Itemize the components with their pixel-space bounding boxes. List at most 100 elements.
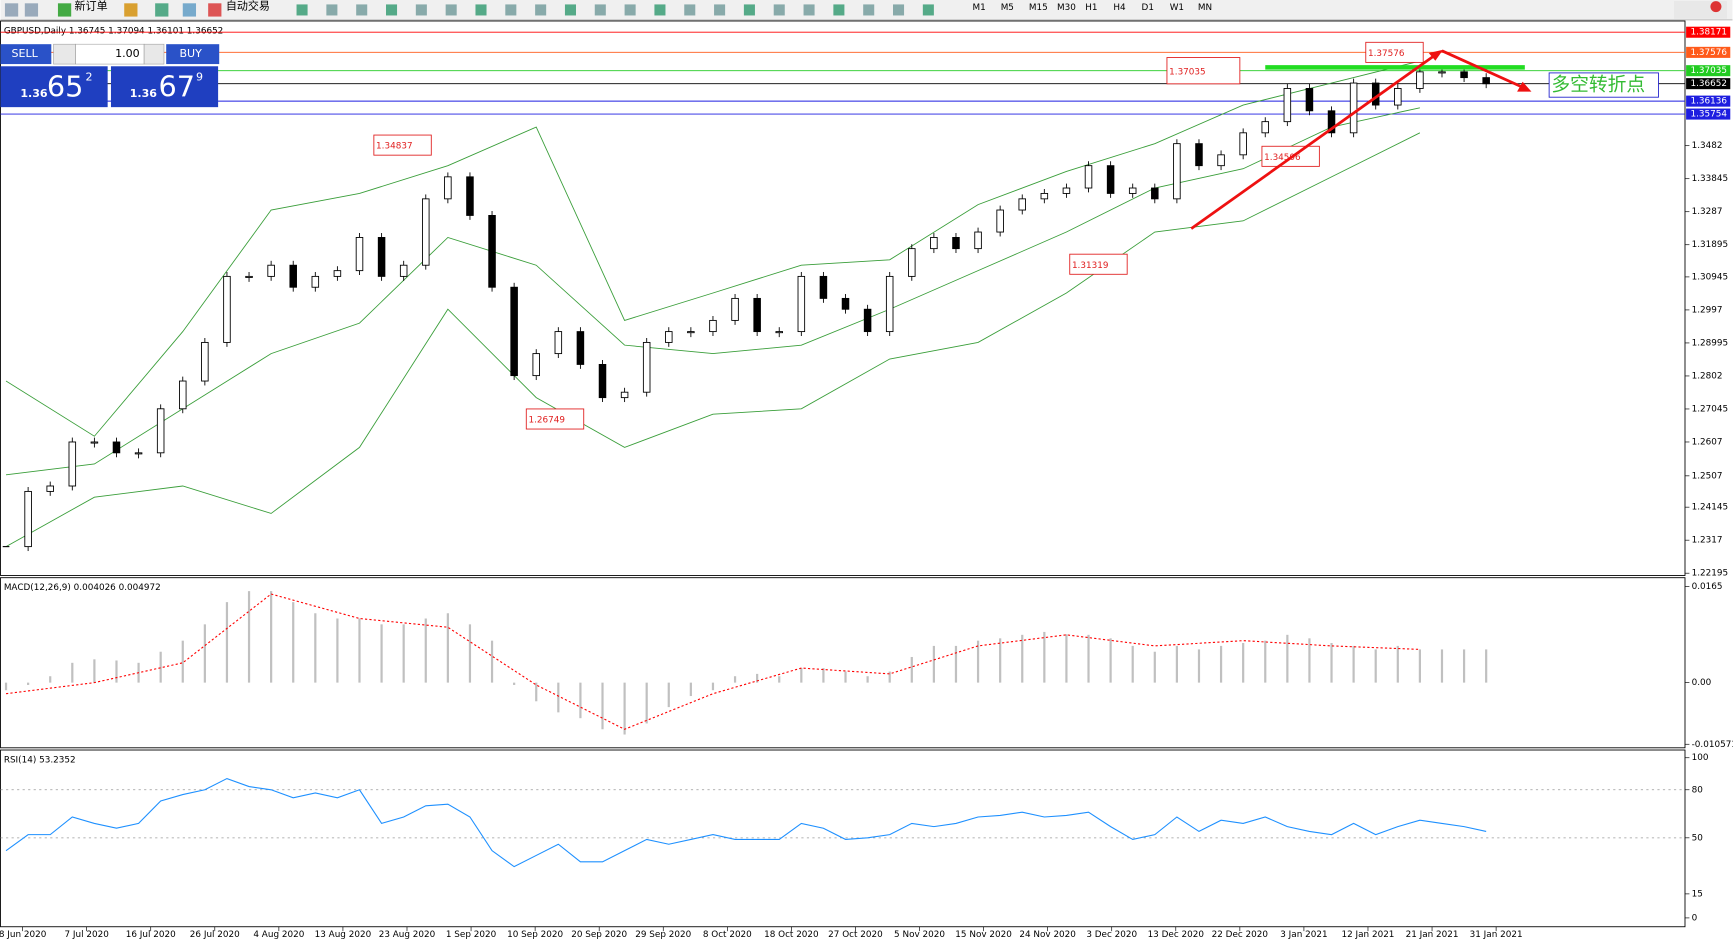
toolbar-icon[interactable] [564,4,576,16]
y-tick-label: 0 [1692,913,1698,923]
candle [753,297,761,333]
auto-trading-icon[interactable] [208,3,222,17]
sell-button[interactable] [0,44,52,65]
lot-up[interactable] [143,43,165,65]
candle [819,275,828,299]
candle [289,264,297,288]
buy-label[interactable]: BUY [179,47,202,60]
toolbar-icon[interactable] [415,4,427,16]
y-tick-label: 15 [1692,889,1703,899]
y-tick-label: 0.0165 [1692,582,1723,592]
toolbar-icon[interactable] [803,4,815,16]
candle [1018,198,1027,211]
ask-box[interactable] [110,66,219,108]
candle [1305,88,1314,112]
sell-label[interactable]: SELL [12,47,39,60]
bollinger-band [5,60,1421,437]
toolbar-icon[interactable] [445,4,457,16]
buy-button[interactable] [166,44,220,65]
x-tick-label: 16 Jul 2020 [126,930,176,940]
candle [399,264,408,277]
toolbar-icon[interactable] [535,4,547,16]
y-tick-label: 1.3482 [1692,141,1723,151]
candle [1151,187,1159,200]
candle [841,297,850,310]
candle [1327,110,1336,134]
y-tick-label: 1.2607 [1692,437,1723,447]
price-annotation: 1.34837 [376,142,413,152]
toolbar-icon[interactable] [4,3,19,17]
candle [510,286,518,377]
ask-pips: 67 [158,69,195,103]
timeframe-button[interactable]: M30 [1057,3,1076,13]
toolbar-icon[interactable] [124,3,138,17]
toolbar-icon[interactable] [182,3,197,17]
toolbar-icon[interactable] [505,4,517,16]
note-box [1548,72,1659,98]
toolbar-icon[interactable] [922,4,934,16]
toolbar-icon[interactable] [833,4,845,16]
bid-box[interactable] [0,66,108,108]
candle [355,237,364,272]
x-tick-label: 13 Dec 2020 [1148,930,1205,940]
timeframe-button[interactable]: W1 [1170,3,1184,13]
bid-big: 1.36 [20,87,48,100]
candle [1195,143,1203,167]
timeframe-button[interactable]: D1 [1142,3,1154,13]
x-tick-label: 12 Jan 2021 [1342,930,1395,940]
toolbar-icon[interactable] [475,4,487,16]
toolbar-icon[interactable] [296,4,308,16]
toolbar-icon[interactable] [386,4,398,16]
y-tick-label: 100 [1692,753,1709,763]
x-tick-label: 3 Jan 2021 [1280,930,1327,940]
down-arrow [1441,49,1524,89]
toolbar-icon[interactable] [893,4,905,16]
toolbar-icon[interactable] [773,4,785,16]
price-level-label: 1.37035 [1691,66,1728,76]
auto-trading-button[interactable]: 自动交易 [226,0,270,13]
toolbar-icon[interactable] [594,4,606,16]
toolbar-icon[interactable] [863,4,875,16]
x-tick-label: 31 Jan 2021 [1470,930,1523,940]
toolbar-icon[interactable] [624,4,636,16]
toolbar-icon[interactable] [326,4,338,16]
timeframe-button[interactable]: H1 [1085,3,1097,13]
toolbar-icon[interactable] [684,4,696,16]
toolbar-icon[interactable] [654,4,666,16]
candle [1040,192,1049,200]
new-order-icon[interactable] [57,3,72,17]
timeframe-button[interactable]: H4 [1113,3,1126,13]
x-tick-label: 5 Nov 2020 [894,930,945,940]
candle [466,176,474,216]
timeframe-button[interactable]: M1 [973,3,986,13]
toolbar-icon[interactable] [356,4,368,16]
lot-down[interactable] [53,43,76,65]
toolbar-icon[interactable] [714,4,726,16]
candle [90,441,99,444]
lot-value[interactable]: 1.00 [115,47,140,60]
new-order-button[interactable]: 新订单 [75,0,108,13]
indicator-title: RSI(14) 53.2352 [4,755,76,765]
x-tick-label: 3 Dec 2020 [1086,930,1137,940]
price-level-label: 1.37576 [1691,48,1728,58]
candle [996,209,1004,233]
timeframe-button[interactable]: MN [1198,3,1212,13]
toolbar-icon[interactable] [155,3,169,17]
toolbar-icon[interactable] [743,4,755,16]
y-tick-label: 1.33845 [1692,174,1729,184]
candle [68,441,77,487]
candle [532,353,540,377]
toolbar-icon[interactable] [24,3,39,17]
x-tick-label: 1 Sep 2020 [446,930,497,940]
price-level-label: 1.36652 [1691,79,1728,89]
candle [952,237,960,250]
x-tick-label: 20 Sep 2020 [571,930,627,940]
bollinger-band [5,132,1421,548]
timeframe-button[interactable]: M15 [1029,3,1048,13]
timeframe-button[interactable]: M5 [1001,3,1014,13]
alert-badge[interactable] [1710,1,1722,13]
candle [775,331,783,334]
y-tick-label: 1.3287 [1692,207,1723,217]
candle [642,341,651,393]
price-level-label: 1.38171 [1691,28,1728,38]
